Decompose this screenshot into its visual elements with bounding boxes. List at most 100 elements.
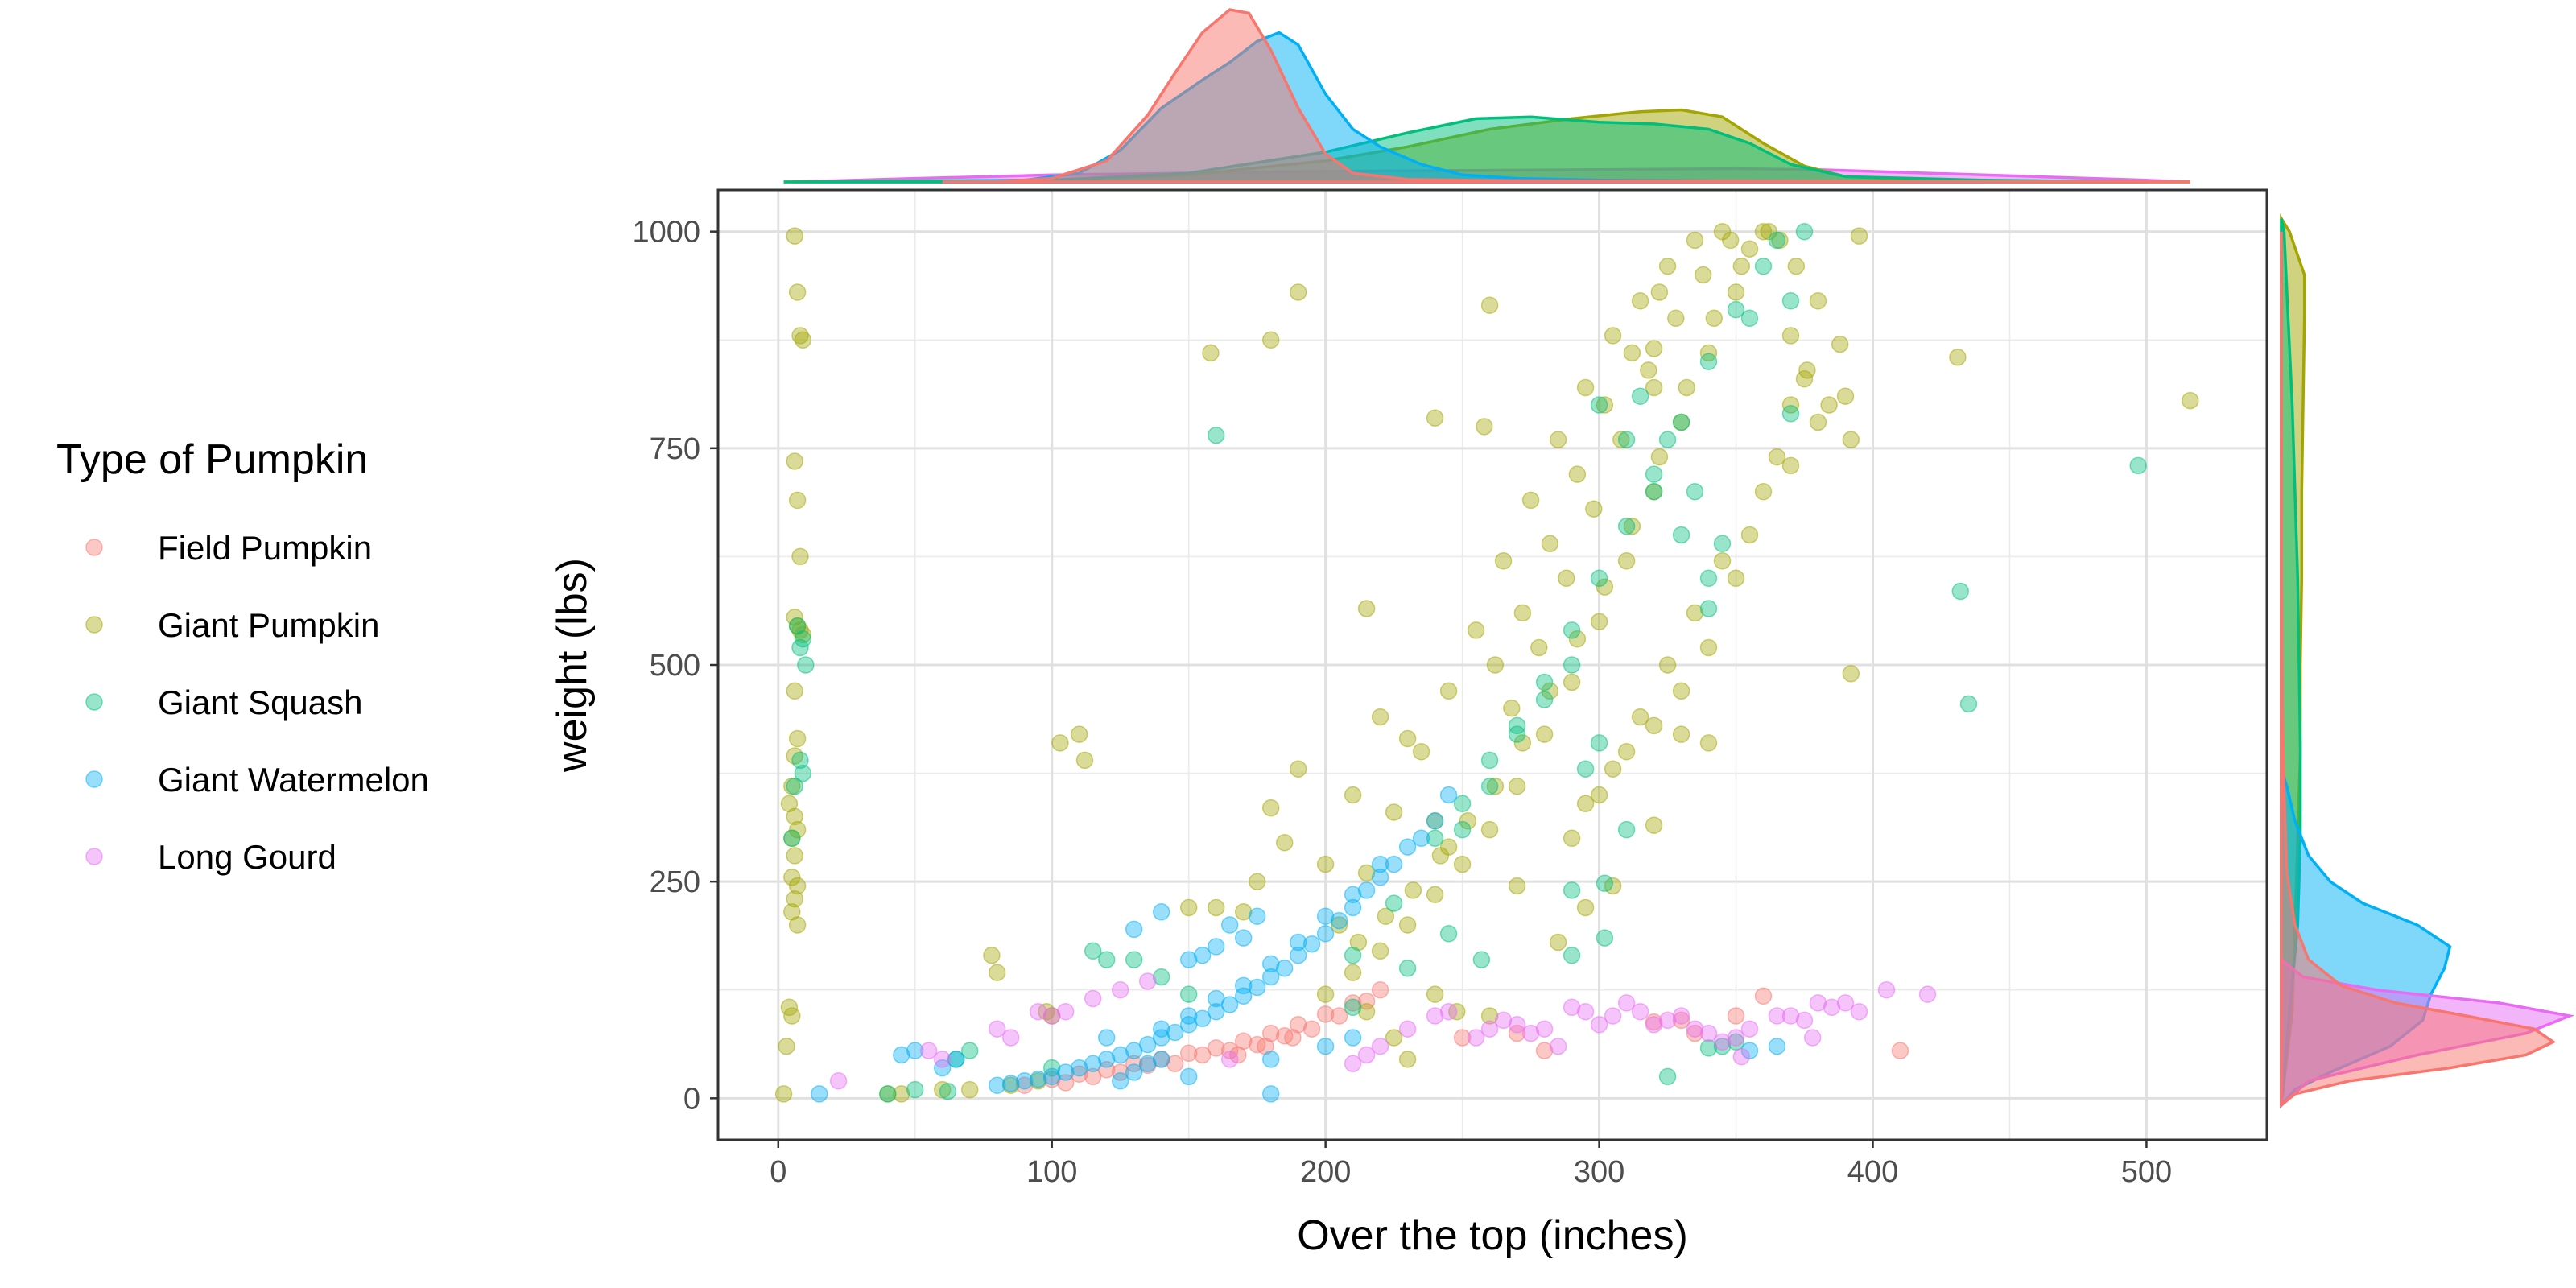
data-point — [1207, 1039, 1225, 1057]
data-point — [1344, 994, 1362, 1012]
data-point — [1070, 725, 1088, 743]
data-point — [1549, 933, 1567, 952]
data-point — [1439, 682, 1458, 700]
data-point — [1795, 1011, 1814, 1030]
data-point — [1453, 795, 1472, 813]
data-point — [1508, 777, 1526, 795]
data-point — [1234, 903, 1253, 921]
data-point — [1831, 335, 1849, 353]
data-point — [1645, 482, 1663, 501]
data-point — [1513, 734, 1532, 752]
data-point — [1486, 777, 1505, 795]
data-point — [1650, 283, 1669, 301]
data-point — [786, 227, 803, 245]
data-point — [1951, 582, 1970, 601]
data-point — [1486, 656, 1505, 674]
data-point — [1686, 482, 1704, 501]
data-point — [1248, 907, 1266, 925]
data-point — [1480, 296, 1499, 314]
legend-key — [85, 693, 103, 711]
data-point — [1850, 227, 1868, 245]
data-point — [1740, 240, 1759, 258]
data-point — [1535, 1042, 1554, 1059]
data-point — [1809, 994, 1827, 1012]
data-point — [1097, 951, 1116, 968]
data-point — [1404, 881, 1422, 899]
data-point — [1617, 517, 1636, 535]
data-point — [1617, 552, 1636, 570]
data-point — [1596, 929, 1614, 947]
data-point — [1795, 222, 1814, 241]
data-point — [786, 847, 803, 865]
data-point — [960, 1080, 979, 1099]
data-point — [1503, 700, 1521, 717]
data-point — [1179, 1067, 1198, 1086]
data-point — [1563, 656, 1581, 674]
data-point — [1229, 1046, 1247, 1064]
data-point — [1125, 920, 1143, 939]
data-point — [788, 877, 807, 895]
data-point — [1617, 742, 1636, 761]
data-point — [1371, 980, 1389, 999]
data-point — [988, 964, 1006, 981]
data-point — [1261, 1024, 1280, 1042]
data-point — [1344, 964, 1362, 981]
data-point — [1234, 929, 1253, 947]
marginal-density-y — [2280, 213, 2575, 1109]
legend-key — [85, 616, 103, 634]
data-point — [1289, 283, 1307, 301]
series-giant-pumpkin — [774, 222, 2199, 1103]
data-point — [1179, 1007, 1198, 1025]
data-point — [1891, 1042, 1909, 1059]
data-point — [1576, 898, 1595, 917]
data-point — [1781, 292, 1800, 310]
data-point — [1453, 1029, 1472, 1046]
data-point — [1349, 933, 1368, 952]
data-point — [1193, 946, 1212, 964]
data-point — [1686, 1024, 1704, 1042]
data-point — [1590, 613, 1608, 630]
data-point — [1768, 1007, 1786, 1025]
data-point — [1138, 1055, 1157, 1073]
data-point — [1949, 349, 1967, 366]
data-point — [1823, 998, 1841, 1017]
data-point — [1084, 1055, 1102, 1073]
data-point — [1699, 353, 1718, 370]
data-point — [1658, 1067, 1677, 1086]
data-point — [1672, 413, 1690, 431]
data-point — [1097, 1051, 1116, 1068]
data-point — [1111, 1046, 1129, 1064]
data-point — [1781, 1007, 1800, 1025]
data-point — [1220, 1042, 1239, 1059]
data-point — [1768, 231, 1786, 250]
data-point — [1138, 1035, 1157, 1054]
data-point — [1672, 682, 1690, 700]
data-point — [1480, 777, 1499, 795]
data-point — [1585, 500, 1603, 518]
data-point — [1398, 1051, 1417, 1068]
data-point — [786, 682, 803, 700]
data-point — [1667, 309, 1685, 328]
data-point — [1220, 1051, 1239, 1068]
data-point — [1645, 1016, 1663, 1034]
data-point — [1699, 569, 1718, 588]
data-point — [1467, 621, 1485, 639]
x-tick-label: 300 — [1574, 1155, 1624, 1189]
data-point — [1590, 396, 1608, 414]
data-point — [1480, 1020, 1499, 1038]
data-point — [988, 1076, 1006, 1094]
data-point — [1426, 812, 1444, 830]
data-point — [1075, 751, 1094, 770]
data-point — [1740, 309, 1759, 328]
data-point — [1398, 960, 1417, 977]
y-tick-label: 250 — [650, 865, 700, 899]
data-point — [1316, 907, 1335, 925]
data-point — [947, 1051, 965, 1068]
data-point — [1645, 816, 1663, 834]
data-point — [1617, 820, 1636, 839]
x-tick-label: 500 — [2121, 1155, 2172, 1189]
legend-key — [85, 848, 103, 865]
data-point — [1111, 1063, 1129, 1081]
data-point — [1330, 911, 1348, 930]
